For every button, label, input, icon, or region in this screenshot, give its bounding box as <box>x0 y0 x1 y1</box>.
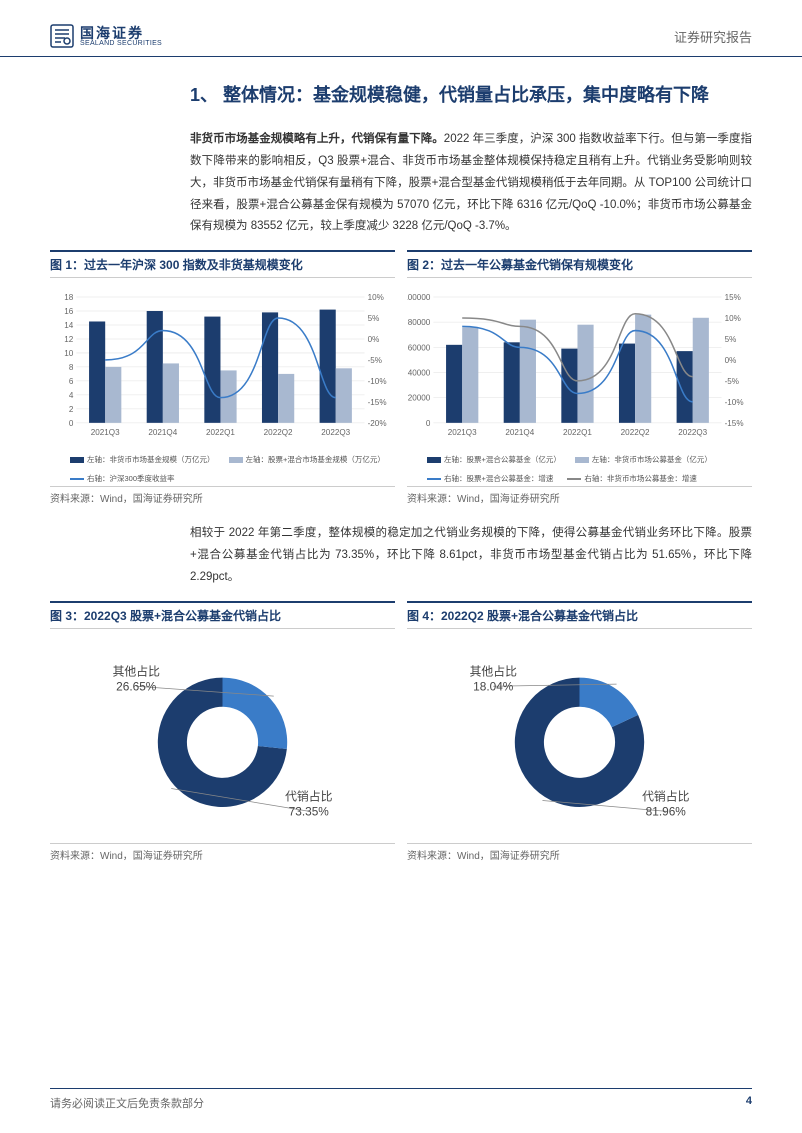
fig1-legend: 左轴：非货币市场基金规模（万亿元） 左轴：股票+混合市场基金规模（万亿元） 右轴：沪… <box>50 454 395 484</box>
chart-row-2: 图 3：2022Q3 股票+混合公募基金代销占比 代销占比73.35%其他占比2… <box>50 601 752 862</box>
page-footer: 请务必阅读正文后免责条款部分 4 <box>50 1088 752 1111</box>
svg-text:-15%: -15% <box>725 419 744 428</box>
page-header: 国海证券 SEALAND SECURITIES 证券研究报告 <box>0 0 802 57</box>
fig1-chart: 0 2 4 6 8 10 12 14 16 18 -20% -15% -10% -5% 0% 5% 10% 202… <box>50 280 395 450</box>
svg-text:0: 0 <box>426 419 431 428</box>
fig4-block: 图 4：2022Q2 股票+混合公募基金代销占比 代销占比 81.96% 其他占比1… <box>407 601 752 862</box>
svg-text:10%: 10% <box>725 314 741 323</box>
fig2-source: 资料来源：Wind，国海证券研究所 <box>407 486 752 505</box>
svg-text:-20%: -20% <box>368 419 387 428</box>
svg-text:10%: 10% <box>368 293 384 302</box>
svg-text:2022Q1: 2022Q1 <box>206 428 235 437</box>
svg-text:-10%: -10% <box>368 377 387 386</box>
svg-text:8: 8 <box>69 363 74 372</box>
fig3-block: 图 3：2022Q3 股票+混合公募基金代销占比 代销占比 73.35% 其他占比2… <box>50 601 395 862</box>
footer-disclaimer: 请务必阅读正文后免责条款部分 <box>50 1095 204 1111</box>
svg-text:18.04%: 18.04% <box>473 679 514 693</box>
svg-text:5%: 5% <box>368 314 380 323</box>
legend-item: 左轴：非货币市场基金规模（万亿元） <box>70 454 215 465</box>
svg-text:0: 0 <box>69 419 74 428</box>
logo-cn: 国海证券 <box>80 26 162 40</box>
svg-text:12: 12 <box>64 335 74 344</box>
svg-text:100000: 100000 <box>407 293 431 302</box>
svg-text:2: 2 <box>69 405 74 414</box>
paragraph-2: 相较于 2022 年第二季度，整体规模的稳定加之代销业务规模的下降，使得公募基金… <box>190 523 752 589</box>
svg-text:0%: 0% <box>725 356 737 365</box>
svg-text:2022Q1: 2022Q1 <box>563 428 592 437</box>
para1-rest: 2022 年三季度，沪深 300 指数收益率下行。但与第一季度指数下降带来的影响… <box>190 133 752 232</box>
svg-text:2021Q3: 2021Q3 <box>448 428 477 437</box>
svg-text:6: 6 <box>69 377 74 386</box>
fig2-legend: 左轴：股票+混合公募基金（亿元） 左轴：非货币市场公募基金（亿元） 右轴：股票+混合… <box>407 454 752 484</box>
logo: 国海证券 SEALAND SECURITIES <box>50 24 162 48</box>
fig1-source: 资料来源：Wind，国海证券研究所 <box>50 486 395 505</box>
fig2-title: 图 2：过去一年公募基金代销保有规模变化 <box>407 250 752 278</box>
svg-text:其他占比: 其他占比 <box>113 664 161 678</box>
svg-text:15%: 15% <box>725 293 741 302</box>
svg-text:2022Q3: 2022Q3 <box>321 428 350 437</box>
svg-text:4: 4 <box>69 391 74 400</box>
legend-item: 左轴：非货币市场公募基金（亿元） <box>575 454 712 465</box>
paragraph-1: 非货币市场基金规模略有上升，代销保有量下降。2022 年三季度，沪深 300 指… <box>190 129 752 238</box>
svg-text:代销占比: 代销占比 <box>642 789 690 803</box>
svg-text:10: 10 <box>64 349 74 358</box>
fig1-block: 图 1：过去一年沪深 300 指数及非货基规模变化 0 2 4 6 8 10 12 14 16 1… <box>50 250 395 505</box>
svg-text:14: 14 <box>64 321 74 330</box>
svg-text:-5%: -5% <box>368 356 382 365</box>
svg-text:0%: 0% <box>368 335 380 344</box>
company-logo-icon <box>50 24 74 48</box>
svg-text:81.96%: 81.96% <box>646 805 687 819</box>
svg-text:18: 18 <box>64 293 74 302</box>
svg-text:26.65%: 26.65% <box>116 679 157 693</box>
legend-item: 右轴：沪深300季度收益率 <box>70 473 175 484</box>
svg-text:代销占比: 代销占比 <box>285 789 333 803</box>
fig1-title: 图 1：过去一年沪深 300 指数及非货基规模变化 <box>50 250 395 278</box>
svg-text:2022Q2: 2022Q2 <box>621 428 650 437</box>
para1-bold: 非货币市场基金规模略有上升，代销保有量下降。 <box>190 133 444 145</box>
fig2-block: 图 2：过去一年公募基金代销保有规模变化 0 20000 40000 60000 800… <box>407 250 752 505</box>
svg-text:16: 16 <box>64 307 74 316</box>
svg-text:2022Q3: 2022Q3 <box>678 428 707 437</box>
fig2-chart: 0 20000 40000 60000 80000 100000 -15% -10% -5% 0%… <box>407 280 752 450</box>
svg-text:80000: 80000 <box>408 318 431 327</box>
legend-item: 右轴：非货币市场公募基金：增速 <box>567 473 697 484</box>
svg-text:40000: 40000 <box>408 369 431 378</box>
svg-text:60000: 60000 <box>408 344 431 353</box>
fig4-source: 资料来源：Wind，国海证券研究所 <box>407 843 752 862</box>
svg-text:-10%: -10% <box>725 398 744 407</box>
svg-text:20000: 20000 <box>408 394 431 403</box>
fig3-chart: 代销占比 73.35% 其他占比26.65% <box>50 631 395 841</box>
legend-item: 右轴：股票+混合公募基金：增速 <box>427 473 553 484</box>
svg-text:5%: 5% <box>725 335 737 344</box>
page-number: 4 <box>746 1095 752 1111</box>
fig4-chart: 代销占比 81.96% 其他占比18.04% <box>407 631 752 841</box>
logo-en: SEALAND SECURITIES <box>80 40 162 47</box>
svg-text:73.35%: 73.35% <box>289 805 330 819</box>
svg-text:-15%: -15% <box>368 398 387 407</box>
svg-text:其他占比: 其他占比 <box>470 664 518 678</box>
svg-text:2021Q4: 2021Q4 <box>505 428 534 437</box>
header-report-type: 证券研究报告 <box>674 27 752 46</box>
legend-item: 左轴：股票+混合公募基金（亿元） <box>427 454 561 465</box>
fig3-title: 图 3：2022Q3 股票+混合公募基金代销占比 <box>50 601 395 629</box>
fig4-title: 图 4：2022Q2 股票+混合公募基金代销占比 <box>407 601 752 629</box>
svg-text:2021Q3: 2021Q3 <box>91 428 120 437</box>
legend-item: 左轴：股票+混合市场基金规模（万亿元） <box>229 454 385 465</box>
section-title: 1、 整体情况：基金规模稳健，代销量占比承压，集中度略有下降 <box>190 77 752 113</box>
chart-row-1: 图 1：过去一年沪深 300 指数及非货基规模变化 0 2 4 6 8 10 12 14 16 1… <box>50 250 752 505</box>
svg-text:2021Q4: 2021Q4 <box>148 428 177 437</box>
svg-text:2022Q2: 2022Q2 <box>264 428 293 437</box>
svg-text:-5%: -5% <box>725 377 739 386</box>
fig3-source: 资料来源：Wind，国海证券研究所 <box>50 843 395 862</box>
